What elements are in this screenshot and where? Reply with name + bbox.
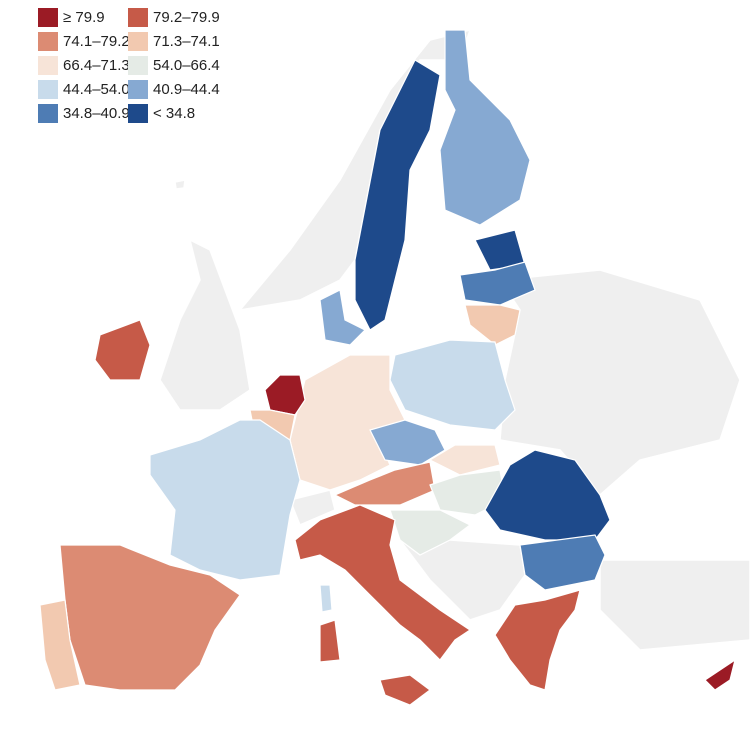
- land: [174, 179, 186, 190]
- land: [599, 559, 750, 651]
- region: [354, 59, 441, 331]
- legend-swatch: [38, 8, 58, 27]
- eu-regions: [39, 29, 736, 706]
- region: [389, 339, 516, 431]
- legend-label: < 34.8: [153, 105, 195, 122]
- legend-label: 79.2–79.9: [153, 9, 220, 26]
- legend-label: 54.0–66.4: [153, 57, 220, 74]
- legend-swatch: [38, 56, 58, 75]
- region: [264, 374, 306, 416]
- region: [319, 584, 333, 613]
- legend-swatch: [38, 104, 58, 123]
- region: [459, 261, 536, 306]
- region: [319, 619, 341, 663]
- region: [319, 289, 367, 346]
- region: [519, 534, 606, 591]
- land: [398, 539, 526, 621]
- legend: ≥ 79.9 79.2–79.9 74.1–79.2 71.3–74.1 66.4–71…: [38, 8, 220, 123]
- legend-label: 44.4–54.0: [63, 81, 130, 98]
- region: [439, 29, 531, 226]
- region: [494, 589, 581, 691]
- region: [428, 444, 501, 476]
- region: [389, 509, 472, 556]
- land: [288, 489, 336, 526]
- region: [704, 658, 736, 691]
- legend-swatch: [128, 32, 148, 51]
- region: [379, 674, 431, 706]
- legend-swatch: [128, 8, 148, 27]
- legend-swatch: [128, 80, 148, 99]
- legend-swatch: [128, 56, 148, 75]
- region: [39, 599, 81, 691]
- land: [159, 238, 251, 411]
- region: [333, 461, 436, 506]
- legend-label: 74.1–79.2: [63, 33, 130, 50]
- legend-swatch: [38, 80, 58, 99]
- region: [484, 449, 611, 541]
- land: [498, 269, 741, 497]
- region: [294, 504, 472, 661]
- legend-label: 40.9–44.4: [153, 81, 220, 98]
- non-eu-land: [159, 28, 750, 651]
- legend-label: 66.4–71.3: [63, 57, 130, 74]
- legend-label: 71.3–74.1: [153, 33, 220, 50]
- region: [94, 319, 151, 381]
- legend-label: ≥ 79.9: [63, 9, 105, 26]
- region: [369, 419, 446, 466]
- legend-swatch: [38, 32, 58, 51]
- region: [149, 419, 301, 581]
- legend-swatch: [128, 104, 148, 123]
- region: [464, 304, 521, 346]
- legend-label: 34.8–40.9: [63, 105, 130, 122]
- region: [289, 354, 406, 491]
